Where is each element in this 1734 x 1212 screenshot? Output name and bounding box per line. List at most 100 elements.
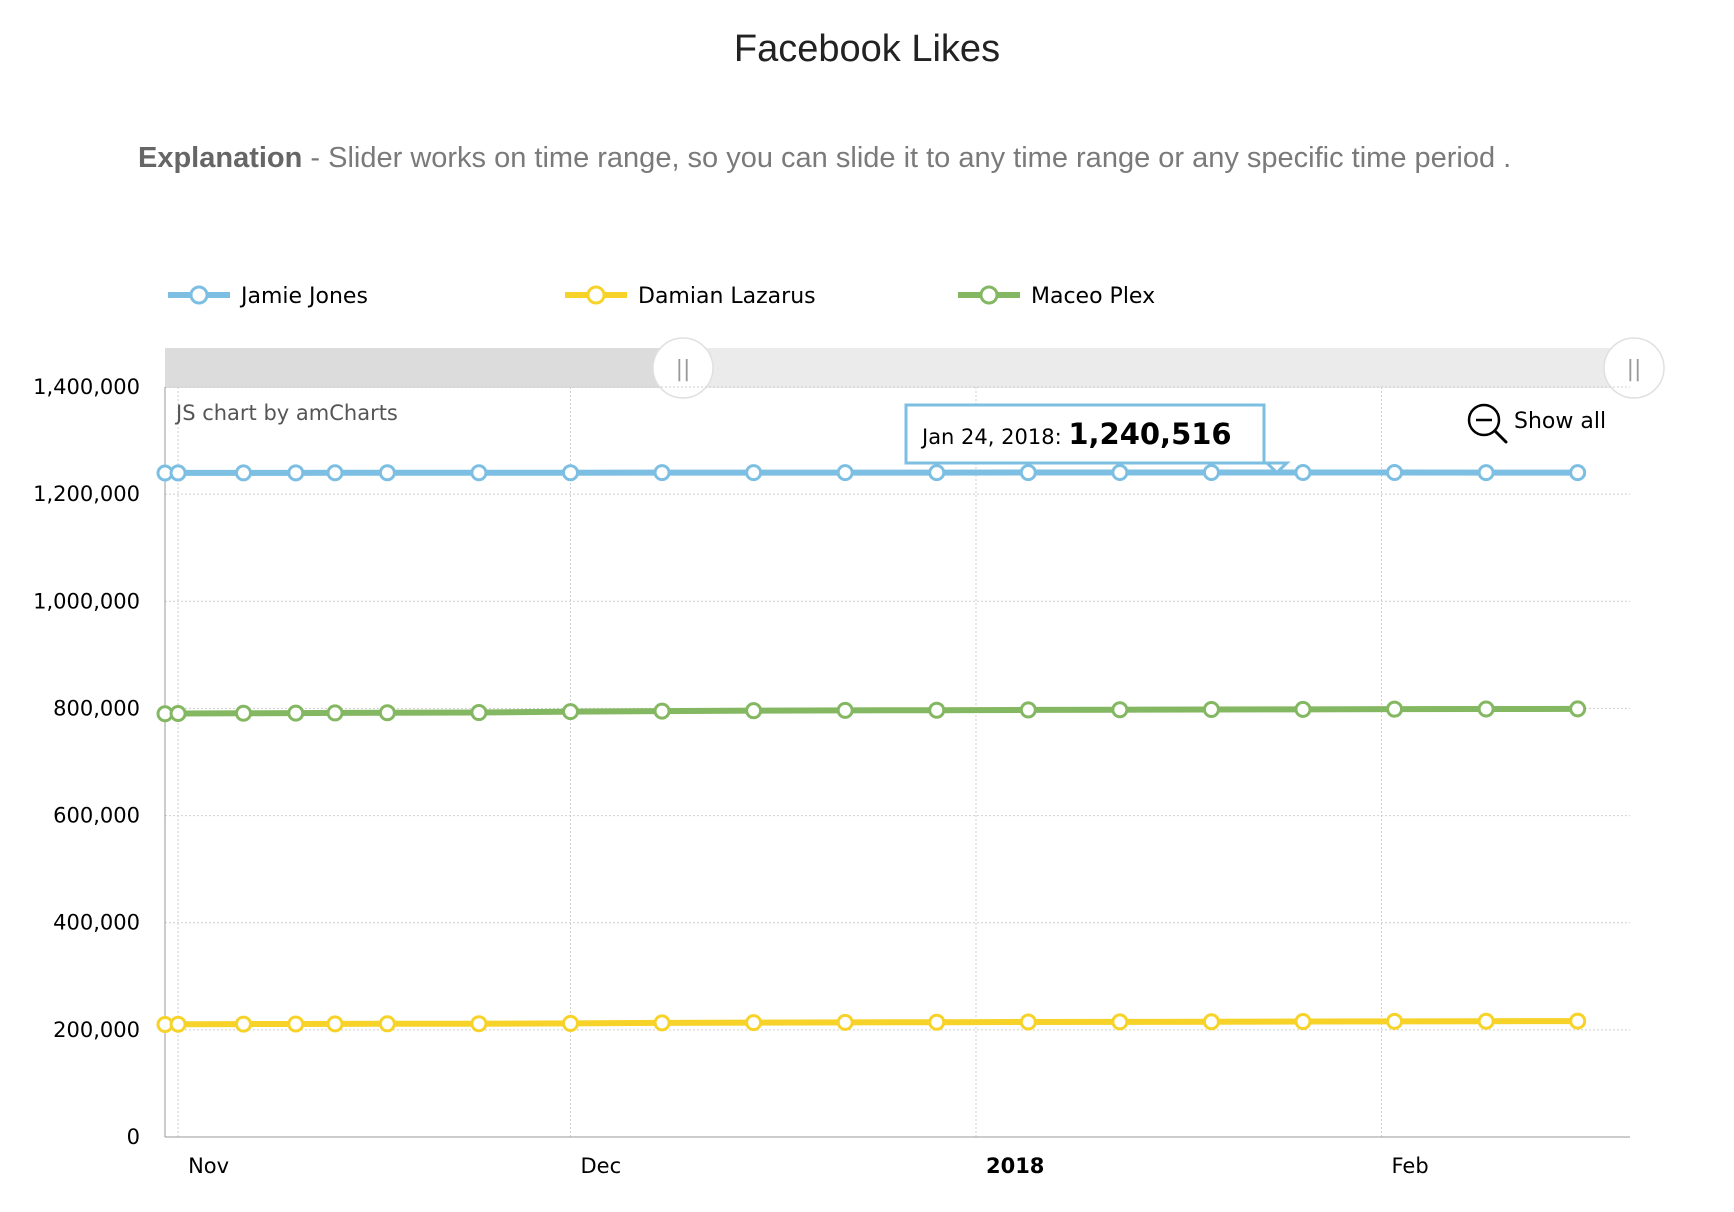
data-point <box>1111 701 1129 719</box>
data-point <box>653 464 671 482</box>
data-point <box>470 464 488 482</box>
data-point <box>561 703 579 721</box>
data-point <box>1569 700 1587 718</box>
page-title: Facebook Likes <box>733 28 1001 70</box>
x-tick-label: Feb <box>1391 1154 1428 1178</box>
zoom-out-handle <box>1493 429 1508 444</box>
tooltip-box <box>904 403 1291 475</box>
legend-label: Maceo Plex <box>1031 284 1155 309</box>
data-point <box>326 1015 344 1033</box>
data-point <box>378 464 396 482</box>
show-all-label[interactable]: Show all <box>1514 409 1606 434</box>
slider-unselected-range <box>165 348 685 388</box>
chart-axes: 0 200,000 400,000 600,000 800,000 1,000,000 1,… <box>33 375 1630 1178</box>
data-point <box>1019 701 1037 719</box>
zoom-out-icon <box>1467 403 1501 437</box>
data-point <box>234 704 252 722</box>
data-point <box>1386 700 1404 718</box>
data-point <box>1569 464 1587 482</box>
show-all-button[interactable]: Show all <box>1467 403 1606 444</box>
explanation-text: Explanation - Slider works on time range… <box>138 142 1511 175</box>
data-point <box>1202 463 1220 481</box>
data-point <box>836 701 854 719</box>
data-point <box>1111 464 1129 481</box>
explanation-body: - Slider works on time range, so you can… <box>302 142 1512 174</box>
data-point <box>1386 1012 1404 1030</box>
data-point <box>470 704 488 722</box>
x-tick-label: 2018 <box>986 1154 1044 1178</box>
data-point <box>169 1015 187 1033</box>
data-point <box>287 464 305 482</box>
data-point <box>287 1015 305 1033</box>
tooltip-date: Jan 24, 2018: <box>920 425 1068 449</box>
legend-label: Jamie Jones <box>239 284 368 309</box>
data-point <box>470 1015 488 1033</box>
y-tick-label: 0 <box>127 1125 140 1149</box>
data-point <box>326 704 344 722</box>
data-point <box>326 464 344 482</box>
data-point <box>1294 700 1312 718</box>
data-point <box>928 1013 946 1031</box>
data-point <box>836 1013 854 1031</box>
legend-item[interactable]: Jamie Jones <box>168 284 368 309</box>
time-range-slider[interactable]: || || <box>165 337 1665 399</box>
data-point <box>1477 1012 1495 1030</box>
data-point <box>1202 701 1220 718</box>
slider-handle[interactable]: || <box>1603 337 1665 399</box>
data-point <box>1477 700 1495 718</box>
data-point <box>745 1014 763 1032</box>
data-point <box>378 704 396 722</box>
slider-handle-grip: || <box>1627 357 1642 382</box>
y-tick-label: 1,400,000 <box>33 375 140 399</box>
explanation-bold: Explanation <box>138 142 303 174</box>
data-point <box>561 464 579 482</box>
chart-credit[interactable]: JS chart by amCharts <box>174 401 398 425</box>
data-point <box>1294 1013 1312 1031</box>
tooltip-value: 1,240,516 <box>1068 417 1231 451</box>
legend-marker <box>586 285 606 305</box>
chart-series <box>156 463 1587 1033</box>
y-tick-label: 800,000 <box>53 696 140 720</box>
data-point <box>234 1015 252 1033</box>
data-point <box>1019 464 1037 482</box>
data-point <box>287 704 305 722</box>
slider-handle-knob[interactable] <box>652 337 714 399</box>
y-tick-label: 1,000,000 <box>33 589 140 613</box>
data-point <box>169 464 187 482</box>
legend-item[interactable]: Damian Lazarus <box>565 284 816 309</box>
data-point <box>745 702 763 720</box>
data-point <box>234 464 252 482</box>
slider-handle-knob[interactable] <box>1603 337 1665 399</box>
data-point <box>653 1014 671 1032</box>
series-line <box>162 469 1581 476</box>
data-point <box>745 464 763 482</box>
y-tick-label: 200,000 <box>53 1018 140 1042</box>
legend-label: Damian Lazarus <box>638 284 816 309</box>
y-tick-label: 400,000 <box>53 911 140 935</box>
slider-handle[interactable]: || <box>652 337 714 399</box>
data-point <box>1477 464 1495 482</box>
tooltip-text: Jan 24, 2018: 1,240,516 <box>920 417 1232 451</box>
data-point <box>928 701 946 719</box>
series-line <box>162 705 1581 717</box>
slider-handle-grip: || <box>676 357 691 382</box>
y-tick-label: 600,000 <box>53 804 140 828</box>
data-point <box>1386 464 1404 482</box>
data-point <box>1019 1013 1037 1031</box>
data-point <box>169 705 187 723</box>
data-point <box>1294 463 1312 481</box>
legend-item[interactable]: Maceo Plex <box>958 284 1155 309</box>
data-point <box>1111 1013 1129 1031</box>
data-point <box>928 464 946 482</box>
y-tick-label: 1,200,000 <box>33 482 140 506</box>
x-tick-label: Dec <box>580 1154 621 1178</box>
x-tick-label: Nov <box>188 1154 229 1178</box>
data-point <box>836 464 854 482</box>
data-point <box>561 1014 579 1032</box>
data-point <box>653 702 671 720</box>
series-line <box>162 1018 1581 1028</box>
legend-marker <box>189 285 209 305</box>
tooltip: Jan 24, 2018: 1,240,516 <box>904 403 1291 475</box>
legend: Jamie Jones Damian Lazarus Maceo Plex <box>168 284 1155 309</box>
